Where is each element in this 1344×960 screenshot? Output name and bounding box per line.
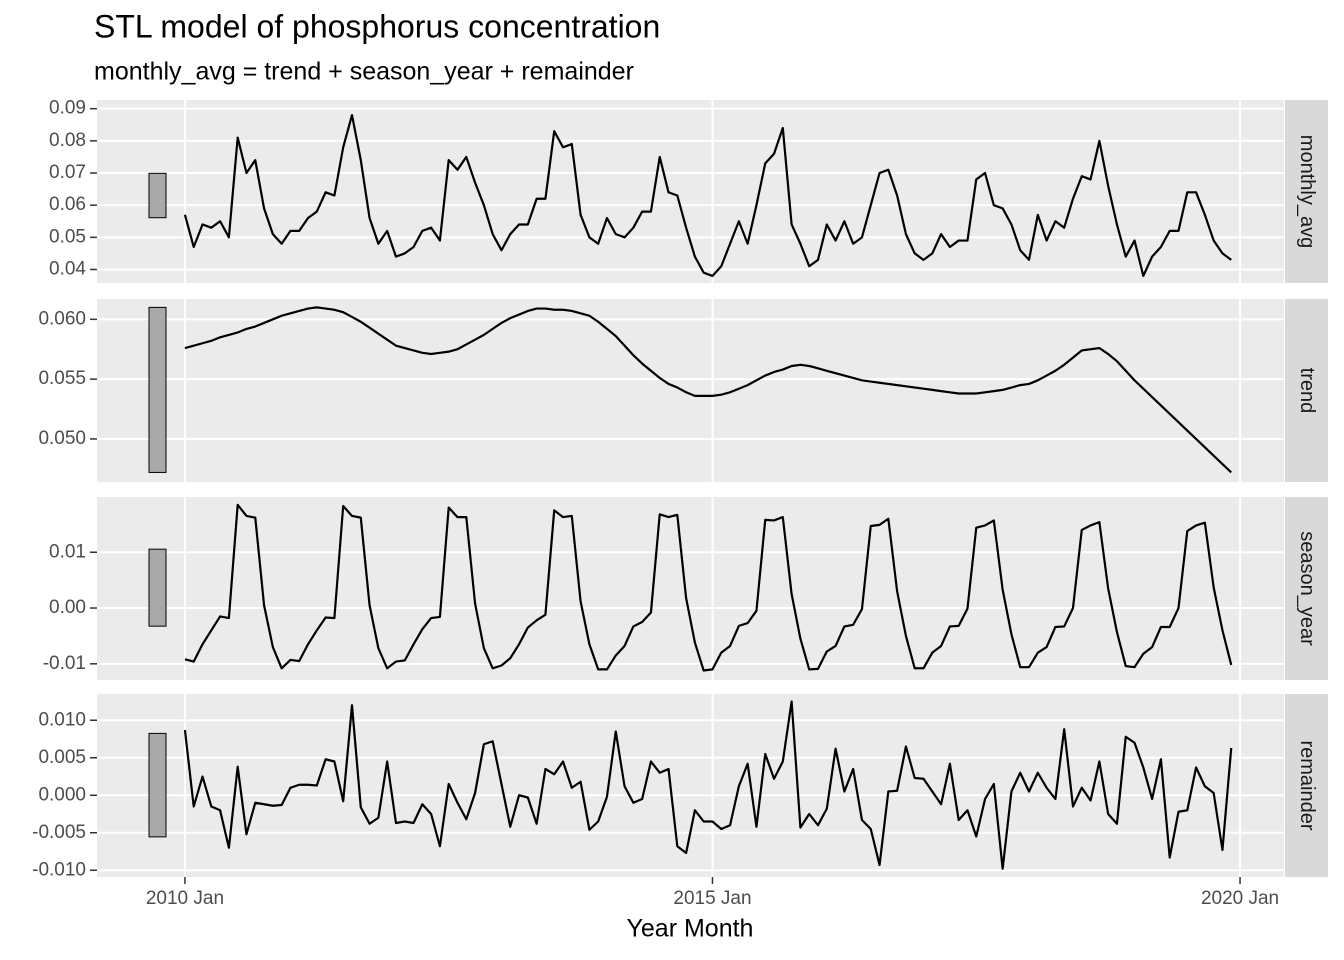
facet-label: remainder — [1296, 740, 1318, 830]
facet-strip — [1285, 694, 1328, 877]
facet-label: season_year — [1296, 531, 1318, 646]
x-tick-label: 2020 Jan — [1201, 888, 1279, 909]
y-tick-label: -0.01 — [43, 653, 86, 674]
y-tick-label: -0.010 — [32, 859, 86, 880]
y-tick-label: -0.005 — [32, 822, 86, 843]
y-tick-label: 0.04 — [49, 259, 86, 280]
y-tick-label: 0.07 — [49, 162, 86, 183]
y-tick-label: 0.010 — [38, 709, 86, 730]
y-tick-label: 0.00 — [49, 597, 86, 618]
series-line — [183, 114, 1232, 278]
scale-bar — [148, 732, 167, 838]
panel-background — [97, 694, 1284, 877]
x-tick-label: 2015 Jan — [673, 888, 751, 909]
x-axis-label: Year Month — [627, 915, 754, 943]
facet-strip — [1285, 100, 1328, 283]
y-tick-label: 0.000 — [38, 784, 86, 805]
y-tick-label: 0.01 — [49, 541, 86, 562]
y-tick-label: 0.055 — [38, 368, 86, 389]
y-tick-label: 0.06 — [49, 194, 86, 215]
facet-label: trend — [1296, 368, 1318, 414]
x-tick-label: 2010 Jan — [146, 888, 224, 909]
series-line — [184, 306, 1232, 474]
y-tick-label: 0.09 — [49, 98, 86, 119]
panel-background — [97, 100, 1284, 283]
facet-strip — [1285, 299, 1328, 482]
facet-strip — [1285, 497, 1328, 680]
y-tick-label: 0.050 — [38, 428, 86, 449]
series-line — [183, 700, 1233, 870]
y-tick-label: 0.05 — [49, 226, 86, 247]
chart-subtitle: monthly_avg = trend + season_year + rema… — [94, 58, 634, 86]
y-tick-label: 0.005 — [38, 747, 86, 768]
facet-label: monthly_avg — [1296, 135, 1318, 248]
series-line — [184, 503, 1233, 672]
panel-background — [97, 299, 1284, 482]
y-tick-label: 0.060 — [38, 308, 86, 329]
scale-bar — [148, 306, 167, 473]
scale-bar — [148, 548, 167, 627]
y-tick-label: 0.08 — [49, 130, 86, 151]
chart-title: STL model of phosphorus concentration — [94, 8, 660, 44]
scale-bar — [148, 172, 167, 219]
